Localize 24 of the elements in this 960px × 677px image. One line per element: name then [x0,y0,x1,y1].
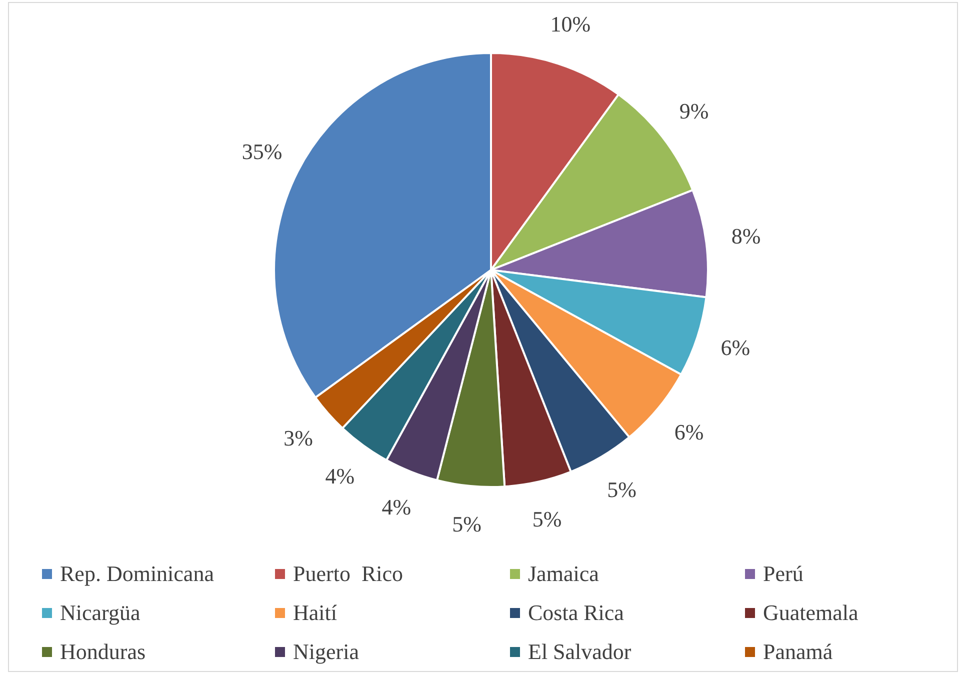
data-label: 5% [452,512,482,537]
legend-label: Honduras [60,638,146,664]
data-label: 5% [532,506,562,532]
legend-label: El Salvador [528,638,632,664]
legend-label: Perú [763,560,804,586]
data-label: 5% [607,476,636,502]
data-label: 10% [550,11,591,36]
data-label: 35% [242,139,282,164]
data-label: 6% [720,335,750,360]
legend-label: Nicargüa [60,600,140,626]
data-label: 9% [679,98,709,124]
legend-label: Costa Rica [528,600,624,626]
data-label: 4% [382,494,412,520]
legend-label: Nigeria [293,638,359,664]
legend-label: Puerto Rico [293,560,403,586]
legend-label: Haití [293,600,337,626]
legend-label: Panamá [763,638,833,664]
legend-label: Rep. Dominicana [60,560,214,586]
legend-label: Guatemala [763,600,858,626]
data-label: 3% [284,426,313,451]
data-label: 4% [325,464,355,489]
legend-label: Jamaica [528,560,599,586]
data-label: 6% [674,420,704,445]
data-label: 8% [731,224,761,249]
